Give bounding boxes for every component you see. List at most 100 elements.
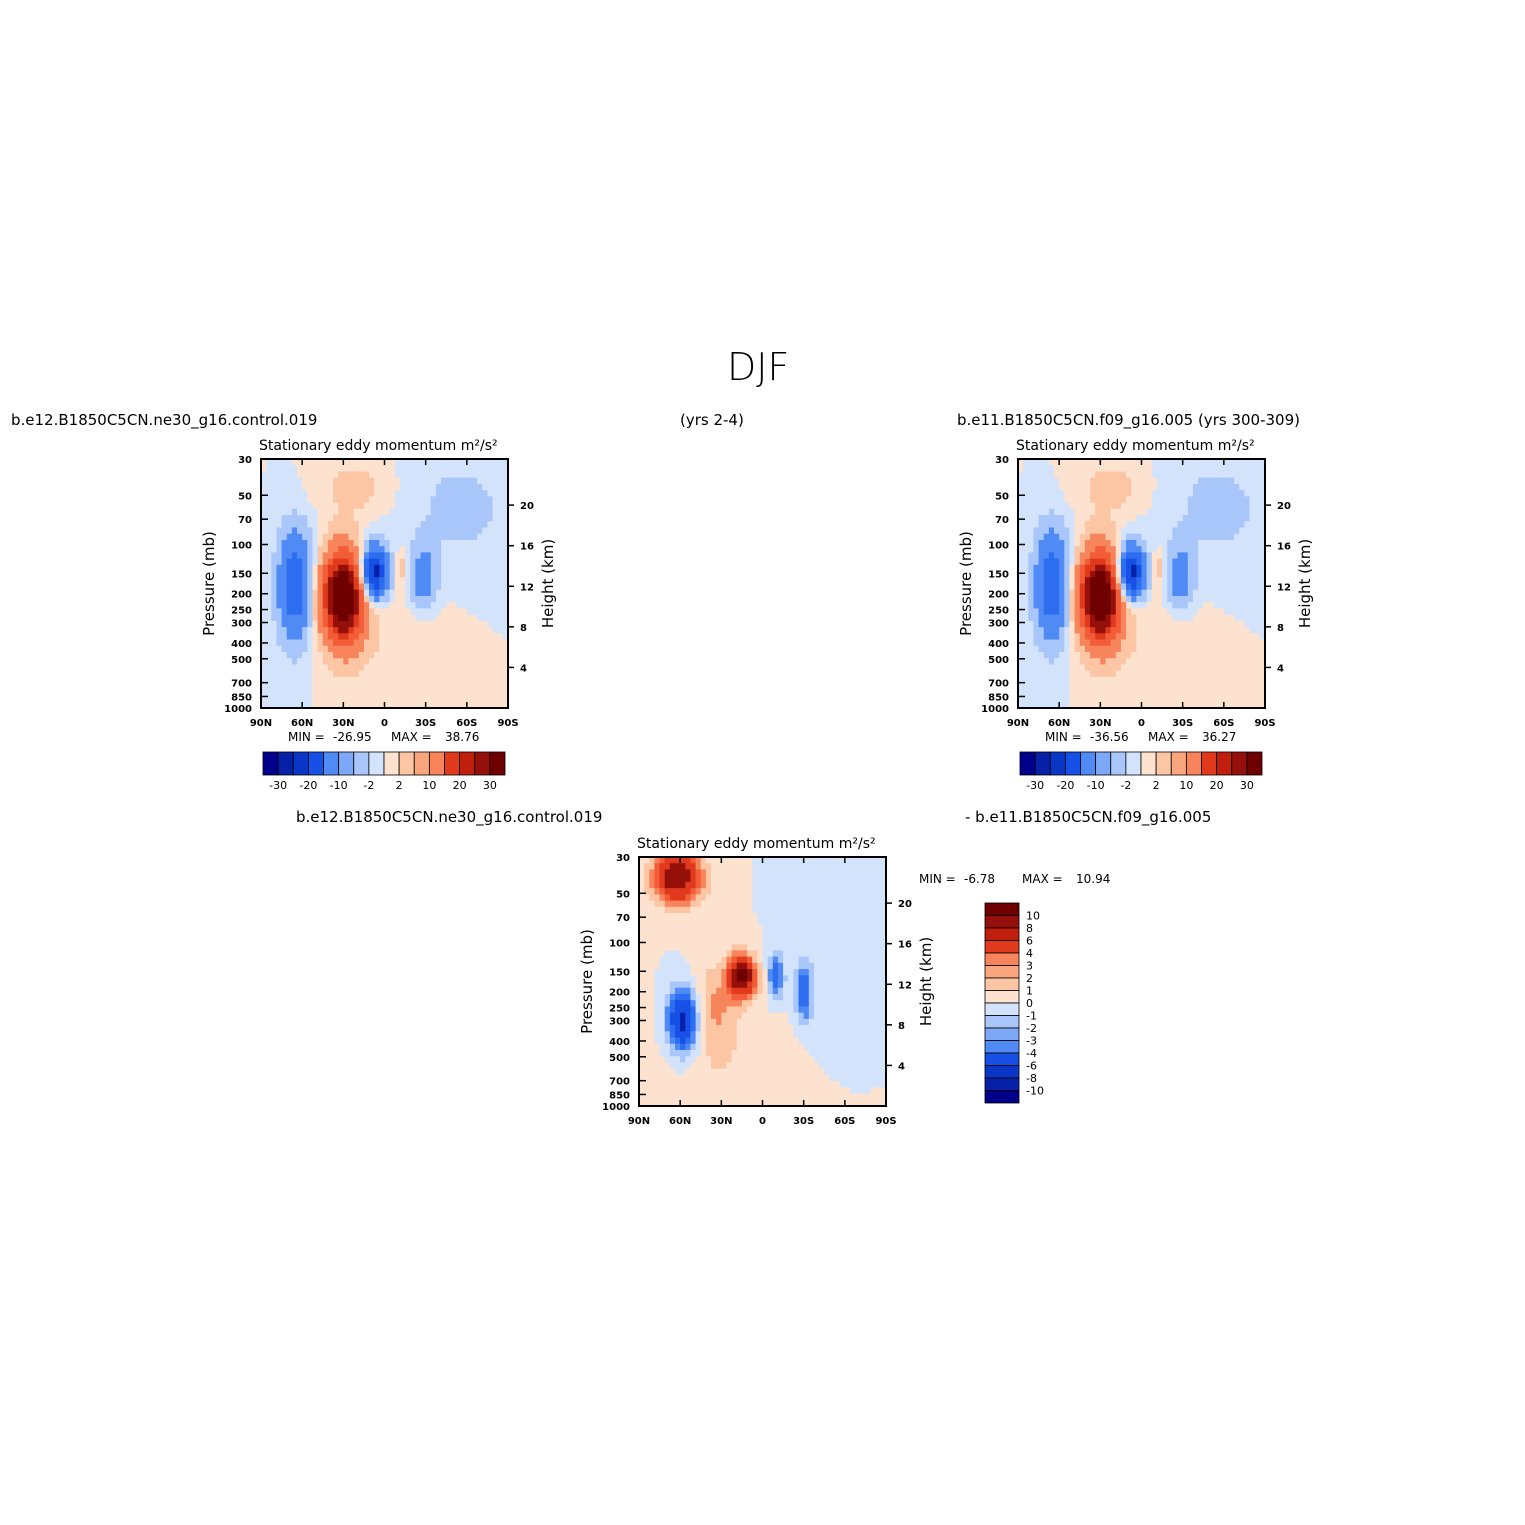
field-cell [664, 925, 671, 933]
field-cell [1167, 577, 1173, 585]
field-cell [1156, 595, 1163, 603]
field-cell [669, 1031, 676, 1039]
field-cell [1208, 683, 1215, 690]
field-cell [1254, 620, 1261, 628]
field-cell [302, 639, 308, 647]
field-cell [338, 490, 344, 497]
field-cell [1192, 614, 1199, 622]
field-cell [415, 539, 422, 547]
field-cell [266, 664, 272, 672]
field-cell [338, 471, 344, 479]
field-cell [644, 1068, 650, 1076]
field-cell [1156, 695, 1163, 703]
field-cell [721, 969, 728, 976]
field-cell [261, 496, 267, 504]
field-cell [644, 875, 650, 883]
field-cell [302, 670, 308, 678]
field-cell [1095, 533, 1101, 541]
field-cell [1033, 564, 1040, 572]
field-cell [415, 521, 422, 529]
field-cell [757, 981, 764, 989]
field-cell [477, 695, 483, 703]
field-cell [394, 633, 401, 641]
field-cell [461, 602, 468, 609]
field-cell [348, 658, 355, 666]
field-cell [502, 670, 509, 678]
field-cell [312, 496, 319, 504]
field-cell [1223, 496, 1230, 504]
field-cell [747, 1081, 753, 1088]
field-cell [716, 894, 722, 902]
field-cell [1162, 651, 1168, 659]
field-cell [1172, 595, 1179, 603]
field-cell [1177, 564, 1184, 572]
field-cell [1054, 471, 1060, 479]
field-cell [1110, 583, 1117, 591]
field-cell [286, 670, 293, 678]
field-cell [379, 483, 386, 491]
field-cell [1131, 683, 1137, 690]
field-cell [1059, 483, 1065, 491]
field-cell [716, 888, 722, 895]
field-cell [1249, 595, 1256, 603]
field-cell [317, 515, 324, 522]
field-cell [1244, 477, 1251, 485]
field-cell [654, 900, 661, 908]
field-cell [492, 571, 499, 578]
field-cell [410, 539, 416, 547]
field-cell [1038, 508, 1045, 516]
field-cell [747, 1006, 753, 1014]
field-cell [291, 546, 298, 553]
field-cell [322, 539, 329, 547]
field-cell [1218, 701, 1225, 709]
field-cell [312, 683, 319, 690]
field-cell [338, 539, 344, 547]
field-cell [389, 465, 396, 473]
field-cell [680, 857, 686, 864]
field-cell [446, 521, 452, 529]
field-cell [1090, 614, 1096, 622]
field-cell [747, 888, 753, 895]
field-cell [1203, 620, 1209, 628]
field-cell [435, 552, 442, 560]
field-cell [1018, 496, 1024, 504]
field-cell [446, 546, 452, 553]
field-cell [1115, 533, 1122, 541]
field-cell [1198, 608, 1204, 616]
field-cell [461, 483, 468, 491]
field-cell [317, 651, 324, 659]
field-cell [731, 1087, 738, 1095]
field-cell [461, 552, 468, 560]
field-cell [639, 969, 645, 976]
field-cell [420, 521, 427, 529]
field-cell [1023, 490, 1029, 497]
field-cell [721, 857, 728, 864]
field-cell [1028, 627, 1035, 634]
field-cell [405, 521, 411, 529]
field-cell [1105, 502, 1112, 510]
field-cell [1136, 614, 1143, 622]
field-cell [736, 900, 743, 908]
x-tick-label: 60S [456, 718, 477, 729]
field-cell [389, 627, 396, 634]
field-cell [1192, 608, 1199, 616]
field-cell [276, 521, 283, 529]
field-cell [644, 857, 650, 864]
field-cell [654, 1031, 661, 1039]
colorbar-label: -10 [330, 779, 348, 792]
field-cell [1018, 664, 1024, 672]
field-cell [1192, 521, 1199, 529]
field-cell [338, 689, 344, 697]
field-cell [348, 477, 355, 485]
field-cell [327, 521, 334, 529]
field-cell [1218, 502, 1225, 510]
field-cell [291, 515, 298, 522]
field-cell [1018, 620, 1024, 628]
field-cell [425, 645, 432, 653]
field-cell [1182, 602, 1189, 609]
field-cell [410, 639, 416, 647]
field-cell [410, 527, 416, 535]
field-cell [1239, 564, 1246, 572]
field-cell [669, 919, 676, 927]
field-cell [384, 477, 391, 485]
